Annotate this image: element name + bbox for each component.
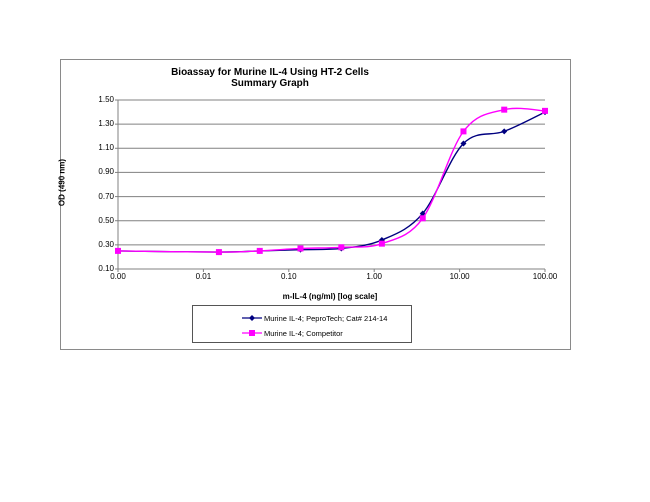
x-tick-label: 0.10 [281,272,297,281]
square-marker [378,240,385,247]
x-axis-label: m-IL-4 (ng/ml) [log scale] [282,292,378,301]
series-line [117,111,546,253]
square-marker [542,107,548,114]
x-tick-label: 0.00 [110,272,126,281]
series-line [117,107,546,253]
square-marker [256,247,263,254]
y-tick-label: 1.10 [98,143,114,153]
chart-area [60,59,571,350]
x-tick-label: 100.00 [532,272,558,281]
y-tick-label: 0.10 [98,264,114,273]
legend-item-peprotech: Murine IL-4; PeproTech; Cat# 214-14 [242,312,387,324]
square-marker [419,215,426,222]
y-tick-label: 0.50 [98,215,114,225]
diamond-marker [501,128,508,135]
square-marker [215,249,222,256]
y-tick-label: 0.70 [98,191,114,201]
title-line-2: Summary Graph [231,78,309,89]
y-tick-label: 1.30 [98,119,114,129]
square-marker [338,244,345,251]
diamond-marker [460,140,467,147]
y-tick-label: 1.50 [98,95,114,104]
square-marker [501,106,508,113]
x-tick-label: 0.01 [195,272,212,281]
square-marker [297,245,304,252]
y-tick-label: 0.90 [98,167,114,177]
title-line-1: Bioassay for Murine IL-4 Using HT-2 Cell… [171,67,369,78]
square-marker [460,128,467,135]
chart-title: Bioassay for Murine IL-4 Using HT-2 Cell… [120,67,420,89]
square-marker [115,247,121,254]
square-marker-icon [242,330,262,336]
y-tick-label: 0.30 [98,239,114,249]
x-tick-label: 10.00 [449,272,470,281]
legend: Murine IL-4; PeproTech; Cat# 214-14 Muri… [192,305,412,343]
legend-item-competitor: Murine IL-4; Competitor [242,327,343,339]
diamond-marker-icon [242,315,262,321]
x-tick-label: 1.00 [366,272,382,281]
